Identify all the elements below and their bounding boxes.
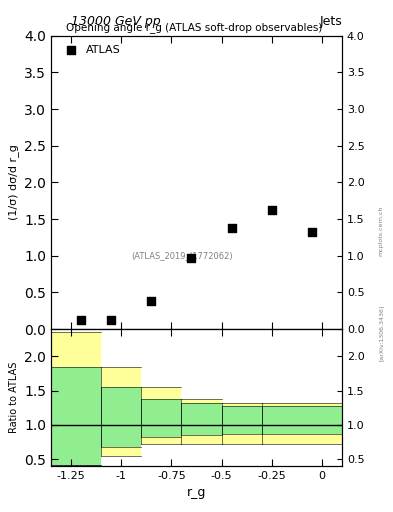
Text: 13000 GeV pp: 13000 GeV pp — [71, 15, 160, 28]
ATLAS — [108, 316, 114, 325]
Legend: ATLAS: ATLAS — [57, 41, 124, 58]
ATLAS — [268, 206, 275, 215]
Y-axis label: Ratio to ATLAS: Ratio to ATLAS — [9, 362, 19, 433]
ATLAS — [228, 224, 235, 232]
Y-axis label: (1/σ) dσ/d r_g: (1/σ) dσ/d r_g — [8, 144, 19, 220]
Text: [arXiv:1306.3436]: [arXiv:1306.3436] — [379, 305, 384, 361]
ATLAS — [309, 228, 315, 237]
ATLAS — [188, 254, 195, 262]
Text: Opening angle r_g (ATLAS soft-drop observables): Opening angle r_g (ATLAS soft-drop obser… — [66, 23, 322, 33]
Text: Jets: Jets — [319, 15, 342, 28]
Text: (ATLAS_2019_I1772062): (ATLAS_2019_I1772062) — [131, 251, 233, 260]
Text: mcplots.cern.ch: mcplots.cern.ch — [379, 205, 384, 255]
X-axis label: r_g: r_g — [187, 486, 206, 499]
ATLAS — [148, 297, 154, 305]
ATLAS — [78, 316, 84, 325]
